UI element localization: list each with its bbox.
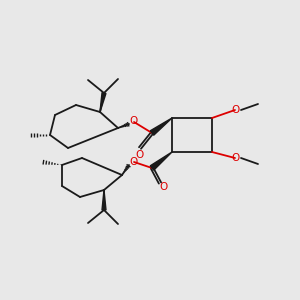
Polygon shape	[102, 190, 106, 210]
Text: O: O	[160, 182, 168, 192]
Text: O: O	[232, 153, 240, 163]
Text: O: O	[129, 157, 137, 167]
Text: O: O	[136, 150, 144, 160]
Polygon shape	[150, 118, 172, 135]
Polygon shape	[150, 152, 172, 170]
Polygon shape	[100, 93, 106, 112]
Text: O: O	[232, 105, 240, 115]
Text: O: O	[129, 116, 137, 126]
